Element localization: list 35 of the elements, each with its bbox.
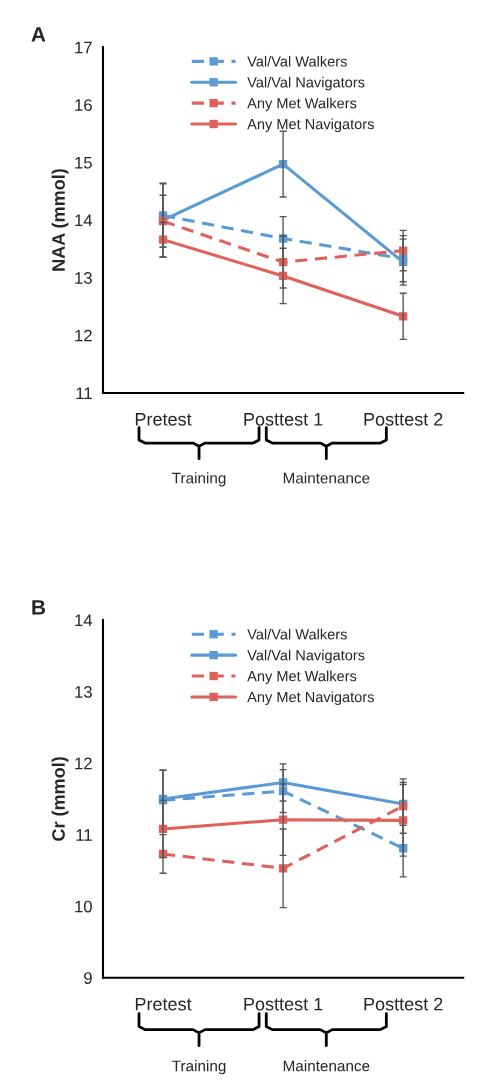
y-tick-label: 12 xyxy=(75,757,92,770)
y-tick-label: 11 xyxy=(76,829,92,841)
legend-label: Val/Val Walkers xyxy=(247,628,347,640)
x-tick-label: Pretest xyxy=(135,997,192,1011)
y-tick-label: 13 xyxy=(75,685,92,698)
x-tick-label: Pretest xyxy=(135,413,192,426)
x-tick-label: Posttest 2 xyxy=(364,997,443,1011)
legend-label: Any Met Walkers xyxy=(247,670,357,685)
legend-label: Val/Val Walkers xyxy=(247,55,347,67)
text: Maintenance xyxy=(283,1060,370,1072)
y-tick-label: 12 xyxy=(75,329,92,342)
y-tick-label: 16 xyxy=(75,99,92,111)
legend-label: Val/Val Navigators xyxy=(247,649,365,664)
x-tick-label: Posttest 2 xyxy=(364,412,443,426)
y-tick-label: 15 xyxy=(75,156,92,169)
y-tick-label: 14 xyxy=(75,214,93,227)
y-tick-label: 13 xyxy=(75,272,92,284)
text: Maintenance xyxy=(283,472,370,484)
text: Training xyxy=(172,1060,226,1075)
chart-title: A xyxy=(31,27,46,42)
legend-label: Any Met Navigators xyxy=(247,691,374,706)
x-tick-label: Posttest 1 xyxy=(244,413,323,426)
legend-label: Val/Val Navigators xyxy=(247,76,365,91)
y-tick-label: 17 xyxy=(75,41,92,54)
y-tick-label: 9 xyxy=(84,972,92,984)
y-tick-label: 10 xyxy=(75,900,92,913)
chart-title: B xyxy=(32,600,46,615)
legend-label: Any Met Navigators xyxy=(247,118,374,133)
legend-label: Any Met Walkers xyxy=(247,97,357,112)
x-tick-label: Posttest 1 xyxy=(244,997,323,1011)
y-axis-title: Cr (mmol) xyxy=(51,757,69,841)
y-axis-title: NAA (mmol) xyxy=(51,169,69,271)
y-tick-label: 14 xyxy=(75,614,93,627)
text: Training xyxy=(172,472,226,487)
y-tick-label: 11 xyxy=(76,387,92,399)
